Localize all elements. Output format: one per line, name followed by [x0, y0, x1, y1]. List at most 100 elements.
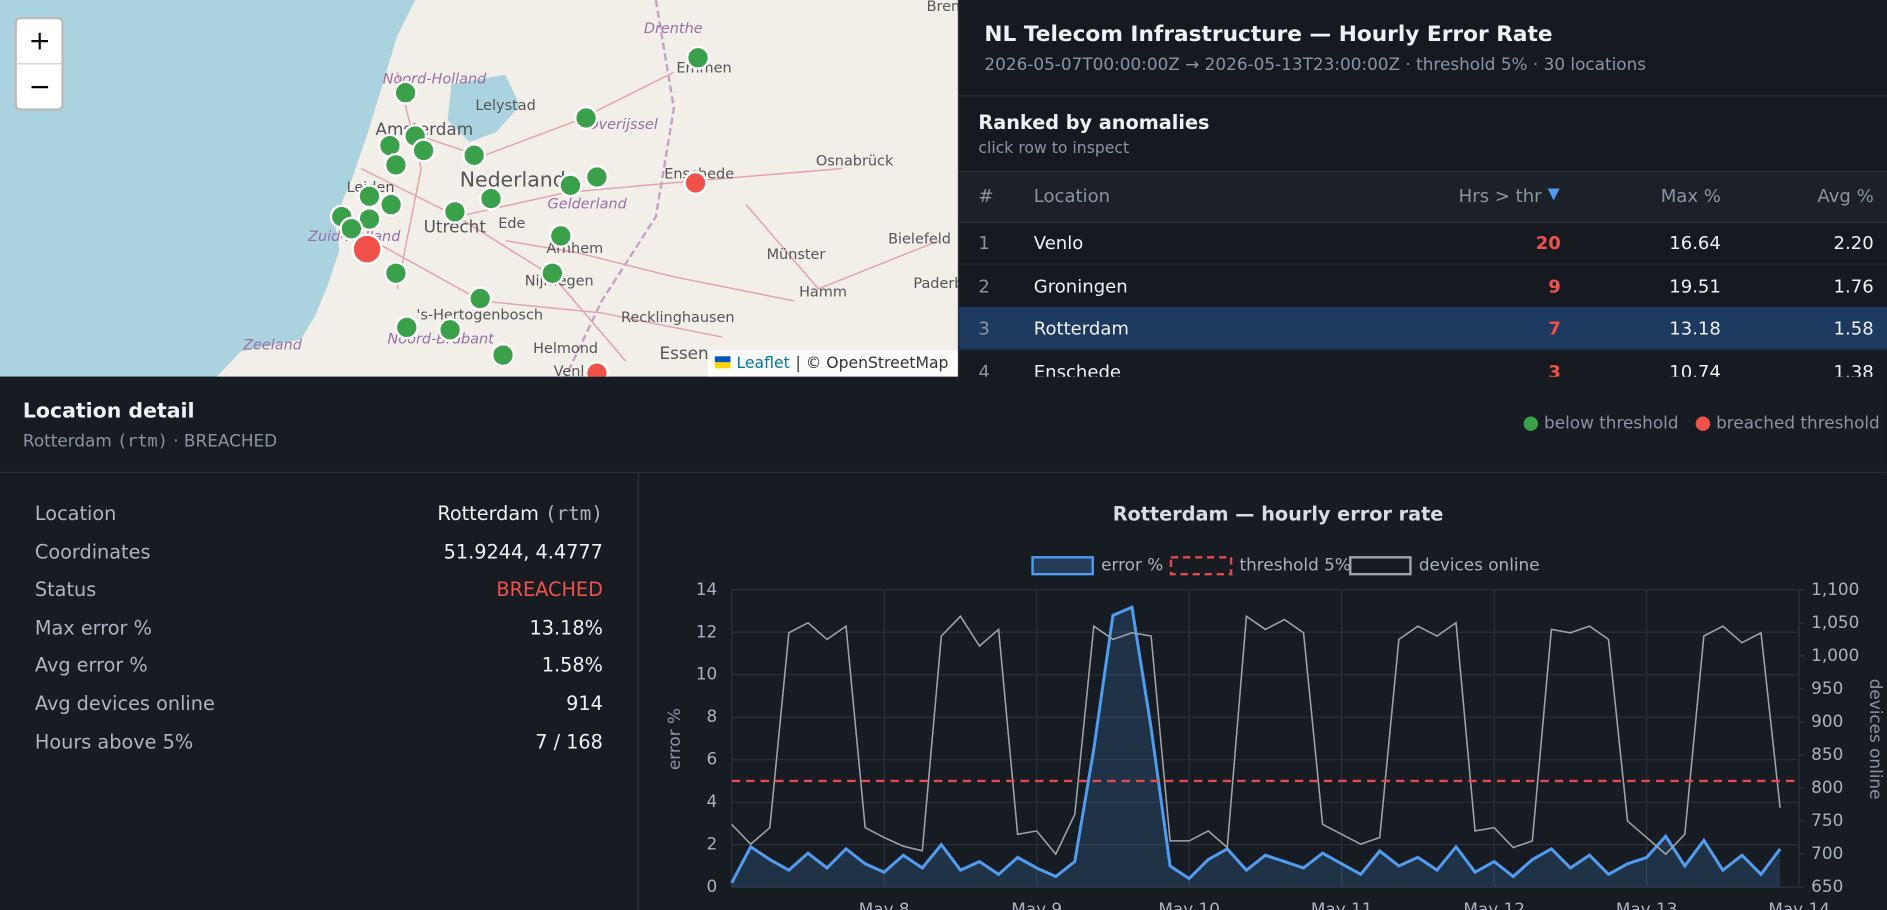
legend-label: devices online: [1419, 555, 1540, 575]
marker[interactable]: [478, 186, 504, 211]
legend-dot: [1695, 416, 1711, 431]
table-cell: 20: [1535, 232, 1561, 254]
field-value: Rotterdam (rtm): [437, 502, 603, 525]
column-header[interactable]: #: [978, 185, 994, 208]
marker[interactable]: [683, 170, 708, 195]
marker[interactable]: [574, 105, 599, 130]
column-header[interactable]: Avg %: [1817, 185, 1874, 208]
legend-swatch: [1169, 556, 1233, 576]
x-tick-label: May 13: [1616, 899, 1678, 910]
border: [564, 0, 676, 377]
field-value-text: BREACHED: [496, 578, 603, 601]
map-label: Hamm: [799, 284, 847, 300]
marker[interactable]: [558, 173, 583, 198]
marker[interactable]: [442, 199, 467, 224]
marker[interactable]: [491, 343, 516, 368]
legend-label: below threshold: [1544, 414, 1679, 434]
map-label: Utrecht: [424, 216, 487, 236]
marker[interactable]: [438, 317, 463, 342]
field-value-text: 914: [566, 692, 603, 715]
field-label: Coordinates: [34, 539, 151, 563]
field-value: 51.9244, 4.4777: [444, 540, 603, 563]
y2-tick-label: 700: [1811, 843, 1843, 863]
zoom-control: + −: [14, 16, 64, 111]
table-row[interactable]: 3 Rotterdam 7 13.18 1.58: [959, 307, 1887, 351]
table-row[interactable]: 1 Venlo 20 16.64 2.20: [959, 221, 1887, 265]
y-tick-label: 14: [696, 579, 717, 599]
detail-fields: Location Rotterdam (rtm) Coordinates 51.9244…: [0, 473, 640, 910]
ranking-table: # Location Hrs > thr ▼ Max % Avg % 1 Venlo 20 16.…: [959, 0, 1887, 394]
detail-subtitle: Rotterdam (rtm) · BREACHED: [23, 432, 277, 451]
field-value-text: 7 / 168: [535, 730, 603, 754]
map-label: Helmond: [533, 341, 598, 357]
y2-tick-label: 850: [1811, 744, 1843, 764]
subtitle-name: Rotterdam: [22, 432, 112, 452]
table-cell: 1: [978, 232, 990, 254]
map[interactable]: Brem Drenthe Emmen Noord-Holland Lelysta…: [0, 0, 958, 377]
y2-tick-label: 800: [1811, 777, 1843, 797]
marker[interactable]: [584, 164, 609, 189]
marker[interactable]: [383, 152, 408, 177]
y-tick-label: 8: [707, 706, 718, 726]
y-tick-label: 0: [707, 876, 718, 896]
ranking-panel: NL Telecom Infrastructure — Hourly Error…: [957, 0, 1887, 394]
marker[interactable]: [468, 286, 493, 311]
column-header[interactable]: Location: [1033, 185, 1111, 208]
y-tick-label: 10: [696, 664, 717, 684]
field-value-text: Rotterdam: [437, 501, 539, 525]
field-value: 1.58%: [542, 654, 603, 677]
attribution-link[interactable]: Leaflet: [737, 353, 790, 372]
y-tick-label: 4: [707, 791, 718, 811]
x-tick-label: May 10: [1158, 899, 1220, 910]
marker[interactable]: [462, 143, 487, 168]
marker[interactable]: [685, 45, 711, 70]
marker[interactable]: [584, 361, 609, 377]
y-axis-label: error %: [664, 708, 684, 770]
marker[interactable]: [383, 261, 408, 286]
marker[interactable]: [548, 223, 573, 248]
plot-frame: [731, 589, 1800, 888]
field-value: 914: [566, 692, 603, 715]
map-label: Bielefeld: [888, 232, 951, 248]
marker[interactable]: [339, 216, 364, 241]
marker[interactable]: [411, 138, 436, 163]
table-cell: 3: [978, 318, 990, 340]
map-label: Paderb: [913, 276, 958, 292]
column-header[interactable]: Max %: [1660, 185, 1721, 208]
map-label: Osnabrück: [816, 153, 894, 169]
y2-tick-label: 1,000: [1811, 645, 1859, 665]
flag-top: [714, 356, 731, 363]
marker[interactable]: [379, 192, 404, 217]
legend-label: threshold 5%: [1240, 555, 1351, 575]
divider: [959, 95, 1887, 97]
y2-axis-label: devices online: [1866, 679, 1886, 800]
header-title: NL Telecom Infrastructure — Hourly Error…: [984, 21, 1553, 47]
zoom-out[interactable]: −: [29, 71, 51, 102]
field-value: 7 / 168: [535, 730, 603, 753]
zoom-in[interactable]: +: [29, 26, 51, 57]
marker[interactable]: [394, 315, 419, 340]
legend-label: error %: [1101, 555, 1163, 575]
x-tick-label: May 12: [1463, 899, 1525, 910]
map-label: Lelystad: [475, 98, 535, 114]
map-label: Münster: [767, 247, 826, 263]
field-label: Hours above 5%: [34, 730, 194, 754]
y2-tick-label: 1,100: [1811, 579, 1859, 599]
marker[interactable]: [351, 233, 383, 265]
column-header[interactable]: Hrs > thr ▼: [1458, 185, 1560, 208]
map-label: Ede: [498, 216, 525, 232]
field-label: Max error %: [34, 616, 152, 639]
marker[interactable]: [357, 184, 382, 209]
subtitle-code: (rtm): [117, 432, 168, 452]
marker[interactable]: [540, 261, 565, 286]
y2-tick-label: 750: [1811, 810, 1843, 830]
field-label: Avg devices online: [34, 692, 215, 715]
detail-header: Location detail Rotterdam (rtm) · BREACH…: [0, 376, 1887, 474]
y2-tick-label: 650: [1811, 876, 1843, 896]
marker[interactable]: [393, 80, 418, 105]
y2-tick-label: 1,050: [1811, 612, 1859, 632]
table-row[interactable]: 2 Groningen 9 19.51 1.76: [959, 264, 1887, 308]
table-cell: 2.20: [1833, 232, 1874, 254]
map-label: Venlo: [554, 364, 594, 377]
